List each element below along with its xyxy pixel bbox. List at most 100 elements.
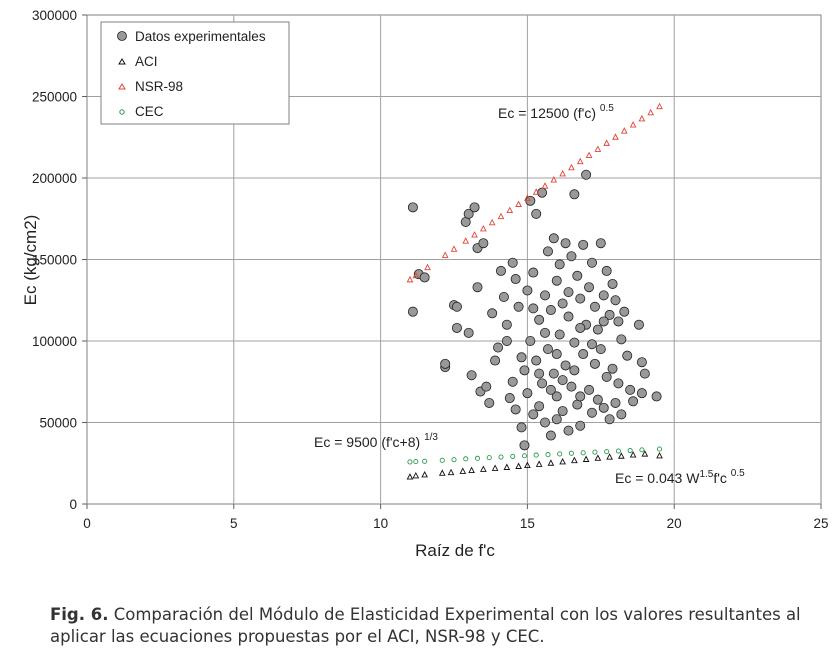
data-point-experimental bbox=[516, 352, 527, 363]
data-point-experimental bbox=[625, 384, 636, 395]
data-point-experimental bbox=[493, 342, 504, 353]
data-point-experimental bbox=[616, 334, 627, 345]
data-point-nsr bbox=[550, 176, 558, 183]
data-point-cec bbox=[463, 456, 469, 462]
data-point-experimental bbox=[484, 397, 495, 408]
x-axis-ticks: 0 5 10 15 20 25 bbox=[83, 504, 829, 531]
data-point-aci bbox=[582, 455, 590, 462]
data-point-experimental bbox=[534, 401, 545, 412]
data-point-experimental bbox=[440, 358, 451, 369]
data-point-experimental bbox=[586, 407, 597, 418]
data-point-experimental bbox=[586, 257, 597, 268]
x-axis-label: Raíz de f'c bbox=[415, 541, 495, 560]
data-point-experimental bbox=[463, 327, 474, 338]
data-point-experimental bbox=[407, 306, 418, 317]
data-point-experimental bbox=[589, 301, 600, 312]
data-point-aci bbox=[559, 457, 566, 465]
data-point-experimental bbox=[510, 274, 521, 285]
data-point-nsr bbox=[541, 182, 549, 189]
data-point-experimental bbox=[540, 327, 551, 338]
data-point-experimental bbox=[551, 391, 562, 402]
data-point-experimental bbox=[598, 290, 609, 301]
data-point-cec bbox=[545, 452, 551, 458]
data-point-experimental bbox=[616, 409, 627, 420]
y-tick-label: 50000 bbox=[39, 416, 77, 431]
data-point-experimental bbox=[537, 187, 548, 198]
y-tick-label: 150000 bbox=[32, 253, 77, 268]
data-point-cec bbox=[521, 453, 528, 459]
data-point-experimental bbox=[563, 425, 574, 436]
data-point-experimental bbox=[451, 301, 462, 312]
data-point-experimental bbox=[554, 259, 565, 270]
data-point-nsr bbox=[585, 151, 593, 159]
data-point-experimental bbox=[551, 349, 562, 360]
data-point-experimental bbox=[519, 365, 530, 376]
data-point-experimental bbox=[566, 251, 577, 262]
data-point-experimental bbox=[478, 238, 489, 249]
data-point-experimental bbox=[560, 238, 571, 249]
data-point-experimental bbox=[613, 378, 624, 389]
data-point-experimental bbox=[598, 316, 609, 327]
data-point-aci bbox=[547, 459, 555, 466]
data-point-experimental bbox=[575, 391, 586, 402]
data-point-nsr bbox=[412, 271, 420, 279]
data-point-experimental bbox=[507, 257, 518, 268]
data-point-experimental bbox=[622, 350, 633, 361]
data-point-experimental bbox=[578, 349, 589, 360]
data-point-experimental bbox=[581, 169, 592, 180]
data-point-experimental bbox=[507, 376, 518, 387]
data-point-aci bbox=[571, 456, 578, 464]
data-point-cec bbox=[439, 457, 445, 463]
annotation-nsr: Ec = 12500 (f'c) 0.5 bbox=[498, 103, 614, 121]
data-point-nsr bbox=[612, 133, 619, 140]
data-point-aci bbox=[421, 471, 428, 478]
data-point-aci bbox=[491, 464, 499, 471]
data-point-nsr bbox=[594, 145, 602, 152]
data-point-experimental bbox=[575, 322, 586, 333]
data-point-cec bbox=[557, 451, 563, 457]
data-point-experimental bbox=[419, 272, 430, 283]
data-point-nsr bbox=[524, 194, 531, 201]
data-point-experimental bbox=[598, 402, 609, 413]
x-tick-label: 25 bbox=[813, 516, 828, 531]
data-point-experimental bbox=[463, 208, 474, 219]
data-point-experimental bbox=[554, 329, 565, 340]
data-point-experimental bbox=[563, 287, 574, 298]
scatter-chart: 0 5 10 15 20 25 0 50000 100000 150000 200000 25000… bbox=[21, 8, 829, 560]
data-point-cec bbox=[568, 450, 574, 456]
data-point-experimental bbox=[534, 368, 545, 379]
data-point-experimental bbox=[490, 355, 501, 366]
data-point-experimental bbox=[551, 275, 562, 286]
data-point-experimental bbox=[572, 270, 583, 281]
data-point-aci bbox=[503, 463, 511, 470]
data-point-experimental bbox=[487, 308, 498, 319]
legend: Datos experimentales ACI NSR-98 CEC bbox=[100, 21, 290, 125]
x-axis-label-text: Raíz de f'c bbox=[415, 541, 495, 560]
data-point-experimental bbox=[466, 370, 477, 381]
data-point-nsr bbox=[638, 114, 646, 122]
data-point-aci bbox=[594, 454, 602, 461]
data-point-experimental bbox=[525, 335, 536, 346]
data-point-experimental bbox=[592, 394, 603, 405]
data-point-nsr bbox=[576, 157, 584, 165]
data-point-experimental bbox=[528, 409, 539, 420]
x-tick-label: 15 bbox=[520, 516, 535, 531]
figure-caption: Fig. 6. Comparación del Módulo de Elasti… bbox=[50, 604, 820, 648]
data-point-experimental bbox=[545, 305, 556, 316]
data-point-cec bbox=[486, 455, 492, 461]
data-point-experimental bbox=[610, 295, 621, 306]
x-tick-label: 10 bbox=[373, 516, 388, 531]
data-point-experimental bbox=[607, 363, 618, 374]
data-point-cec bbox=[580, 450, 586, 456]
data-point-nsr bbox=[441, 251, 449, 258]
data-point-experimental bbox=[548, 233, 559, 244]
data-point-aci bbox=[412, 471, 420, 479]
data-point-experimental bbox=[513, 301, 524, 312]
y-tick-label: 200000 bbox=[32, 171, 77, 186]
data-point-aci bbox=[468, 466, 475, 474]
data-point-experimental bbox=[633, 319, 644, 330]
data-point-cec bbox=[639, 447, 645, 453]
series-datos-experimentales bbox=[407, 169, 662, 451]
data-point-experimental bbox=[601, 265, 612, 276]
data-point-experimental bbox=[501, 335, 512, 346]
